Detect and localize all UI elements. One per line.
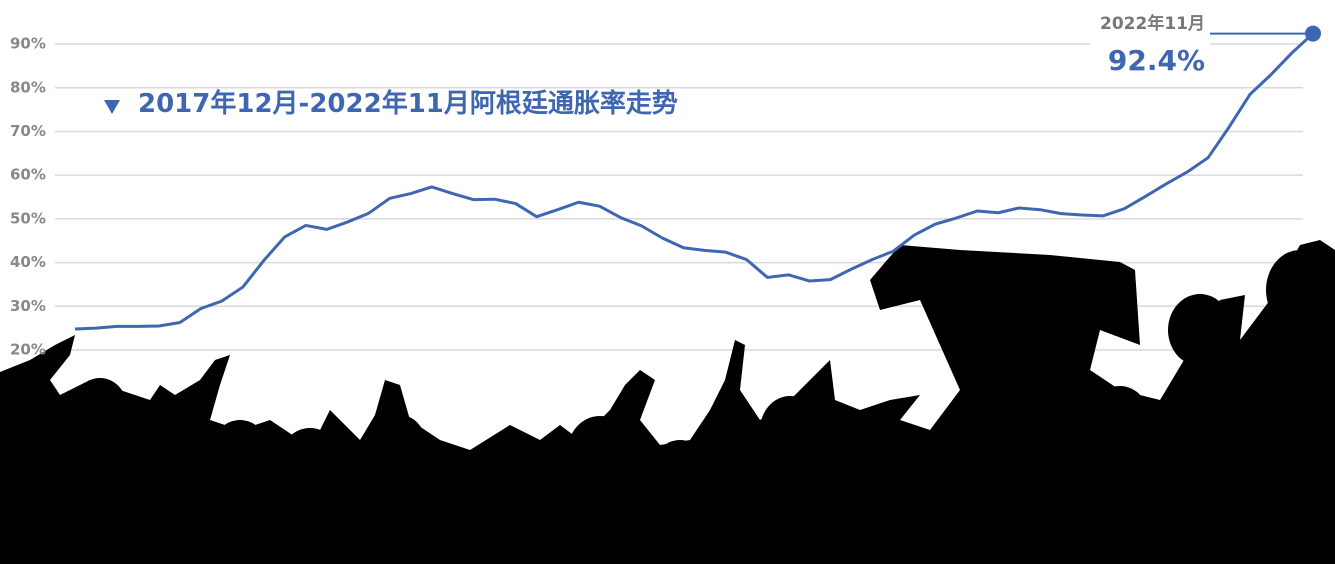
annotation-date: 2022年11月 — [1100, 13, 1205, 34]
y-tick-label: 40% — [10, 253, 46, 271]
y-tick-label: 50% — [10, 209, 46, 227]
annotation-value: 92.4% — [1108, 44, 1205, 77]
title-marker — [104, 100, 120, 114]
end-point — [1305, 25, 1321, 42]
y-tick-label: 30% — [10, 297, 46, 315]
chart-title: 2017年12月-2022年11月阿根廷通胀率走势 — [138, 88, 678, 119]
y-tick-label: 80% — [10, 78, 46, 96]
crowd-silhouette — [0, 240, 1335, 564]
y-tick-label: 90% — [10, 35, 46, 53]
y-tick-label: 20% — [10, 341, 46, 359]
y-tick-label: 70% — [10, 122, 46, 140]
annotation-bg — [1090, 8, 1210, 78]
y-tick-label: 60% — [10, 166, 46, 184]
line — [74, 32, 1315, 331]
